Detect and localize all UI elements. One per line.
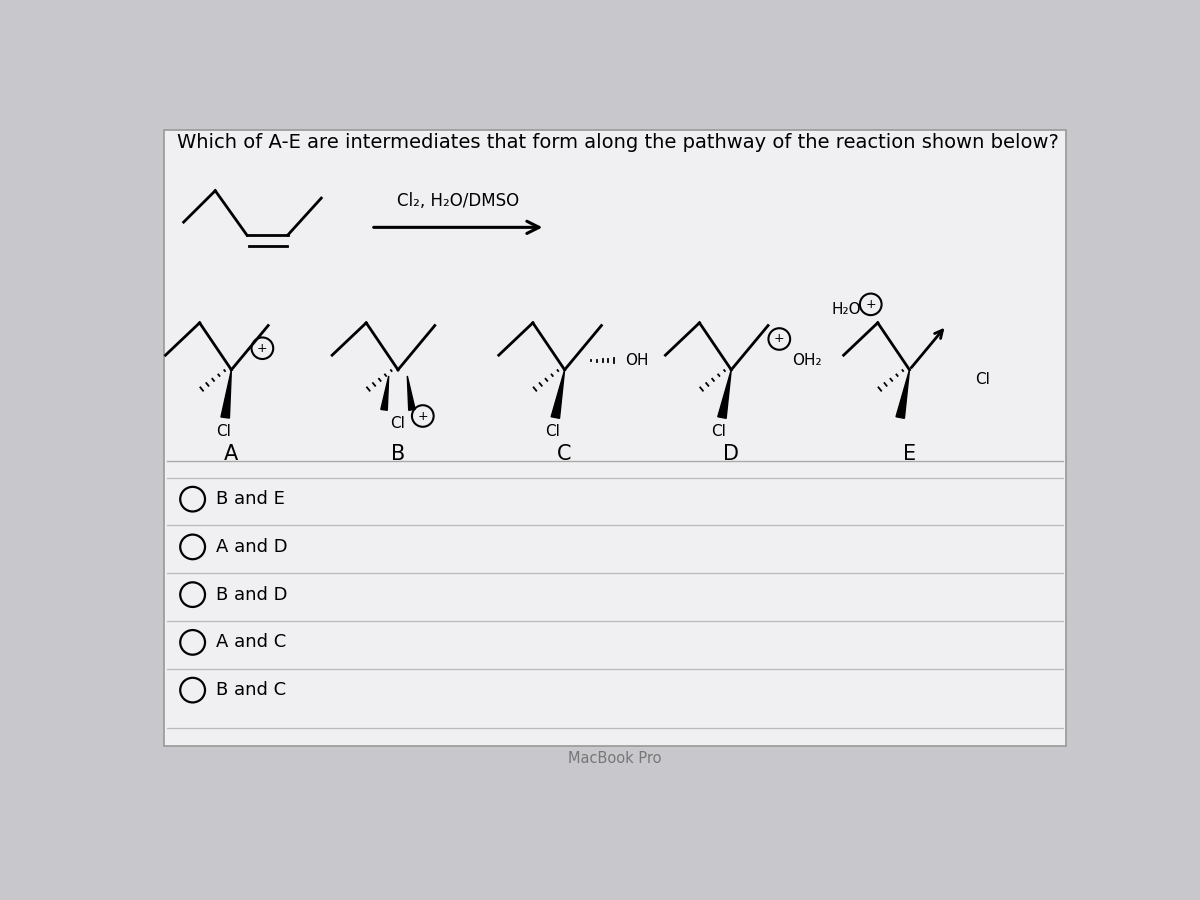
Text: MacBook Pro: MacBook Pro [569, 752, 661, 766]
Polygon shape [718, 370, 731, 418]
Text: Which of A-E are intermediates that form along the pathway of the reaction shown: Which of A-E are intermediates that form… [178, 133, 1060, 152]
Text: B and C: B and C [216, 681, 286, 699]
Text: +: + [418, 410, 428, 422]
Text: A: A [224, 445, 239, 464]
Text: +: + [774, 332, 785, 346]
Text: Cl: Cl [390, 416, 406, 431]
Text: D: D [724, 445, 739, 464]
FancyBboxPatch shape [164, 130, 1066, 745]
Polygon shape [407, 376, 415, 410]
Polygon shape [221, 370, 232, 418]
Polygon shape [896, 370, 910, 418]
Text: E: E [902, 445, 916, 464]
Polygon shape [380, 376, 389, 410]
Text: OH: OH [625, 353, 648, 368]
Text: B: B [391, 445, 406, 464]
Text: Cl: Cl [545, 424, 559, 439]
Text: B and E: B and E [216, 491, 284, 508]
Text: Cl: Cl [976, 372, 990, 386]
Text: B and D: B and D [216, 586, 287, 604]
Text: A and C: A and C [216, 634, 286, 652]
Text: +: + [865, 298, 876, 310]
Text: C: C [557, 445, 572, 464]
Text: A and D: A and D [216, 538, 288, 556]
Text: H₂O: H₂O [832, 302, 860, 317]
Polygon shape [551, 370, 565, 418]
Text: Cl: Cl [712, 424, 726, 439]
Text: Cl₂, H₂O/DMSO: Cl₂, H₂O/DMSO [397, 193, 520, 211]
Text: +: + [257, 342, 268, 355]
Text: Cl: Cl [216, 424, 232, 439]
Text: OH₂: OH₂ [792, 353, 821, 368]
